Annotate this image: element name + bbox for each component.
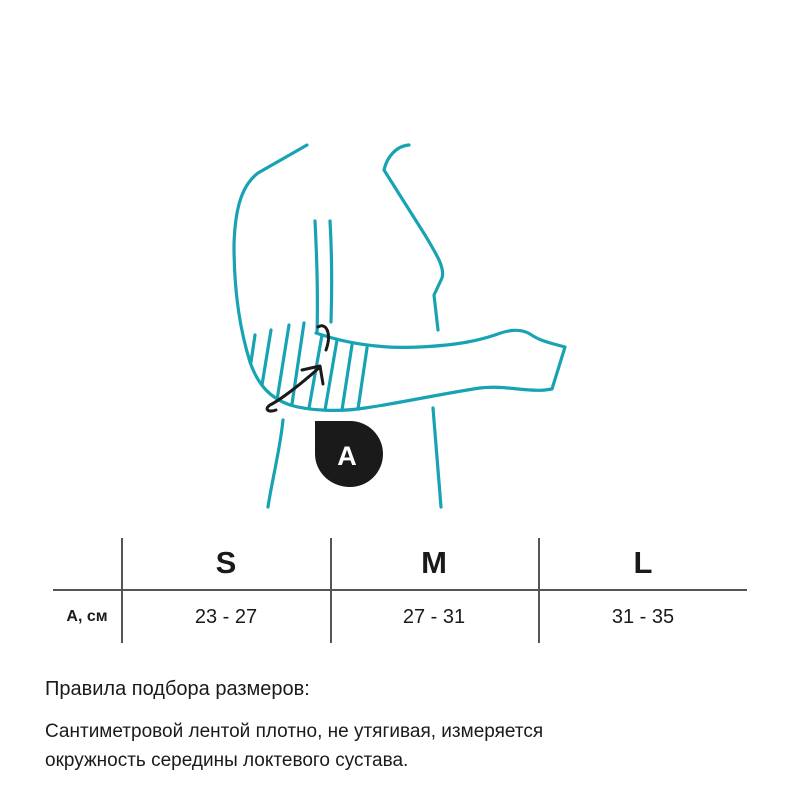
size-badge-label: A [337,441,357,471]
brace-hatching [249,321,369,412]
table-divider [330,538,332,643]
size-header-m: M [421,545,447,580]
size-range-s: 23 - 27 [194,606,258,628]
rules-text-line: Сантиметровой лентой плотно, не утягивая… [45,721,544,742]
torso-right-line [431,406,443,509]
size-range-m: 27 - 31 [402,606,466,628]
rules-text-line: окружность середины локтевого сустава. [45,750,409,771]
table-divider [53,589,747,591]
rules-title: Правила подбора размеров: [45,678,310,700]
size-range-l: 31 - 35 [611,606,675,628]
size-header-l: L [633,545,653,580]
upper-arm-line-2 [328,219,334,324]
torso-left-line [266,418,285,509]
rules-text: Сантиметровой лентой плотно, не утягивая… [45,717,765,775]
row-label: А, см [66,608,108,625]
measure-arrow-icon [265,324,330,413]
size-badge [315,421,383,487]
table-divider [121,538,123,643]
upper-arm-line-1 [313,219,319,335]
arm-outline [232,143,567,412]
size-header-s: S [215,545,237,580]
table-divider [538,538,540,643]
chest-outline [382,143,445,332]
